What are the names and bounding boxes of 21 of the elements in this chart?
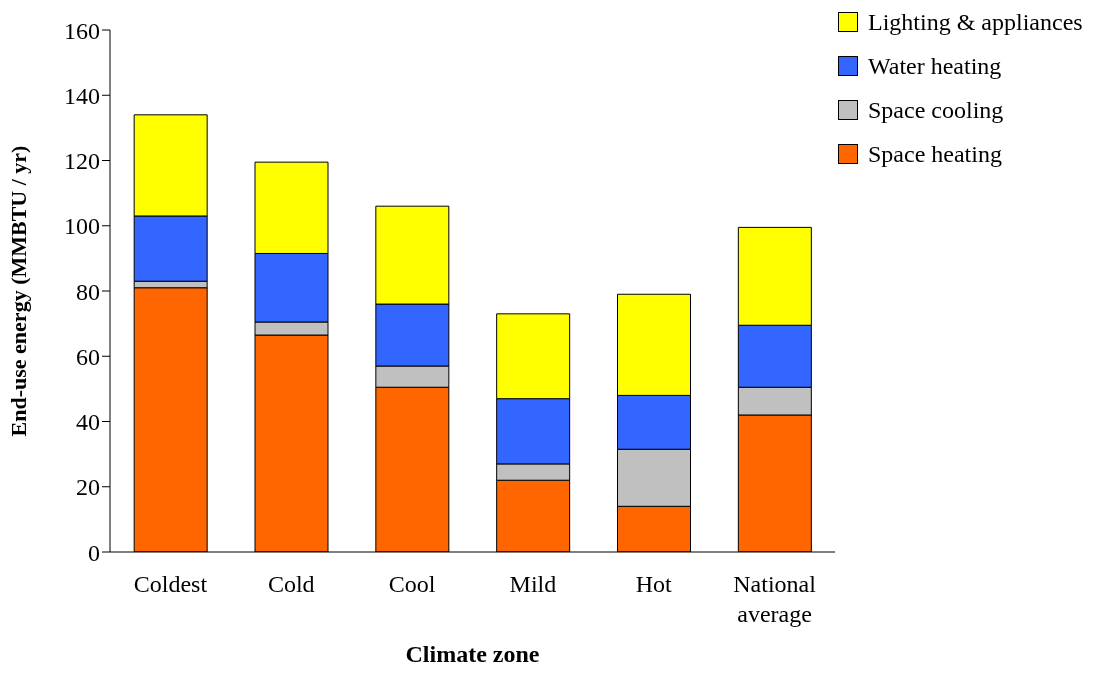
y-tick-label: 100 <box>64 213 100 240</box>
x-tick-label: Mild <box>509 571 557 597</box>
legend-label: Lighting & appliances <box>868 8 1083 37</box>
legend-label: Water heating <box>868 52 1002 81</box>
y-tick-label: 60 <box>76 343 100 370</box>
x-tick-label: Cool <box>388 571 436 597</box>
y-tick-label: 140 <box>64 82 100 109</box>
legend-label: Space cooling <box>868 96 1004 125</box>
y-tick-label: 0 <box>88 539 100 566</box>
y-tick-label: 120 <box>64 148 100 175</box>
x-tick-label: Hot <box>635 571 673 597</box>
y-tick-label: 160 <box>64 17 100 44</box>
x-axis-title: Climate zone <box>405 641 540 667</box>
y-axis-title: End-use energy (MMBTU / yr) <box>5 145 31 437</box>
legend-label: Space heating <box>868 140 1002 169</box>
y-tick-label: 40 <box>76 409 100 436</box>
y-tick-label: 80 <box>76 278 100 305</box>
x-tick-label: Cold <box>267 571 315 597</box>
x-tick-label: Coldest <box>133 571 208 597</box>
y-tick-label: 20 <box>76 474 100 501</box>
x-tick-label: National average <box>733 571 817 627</box>
